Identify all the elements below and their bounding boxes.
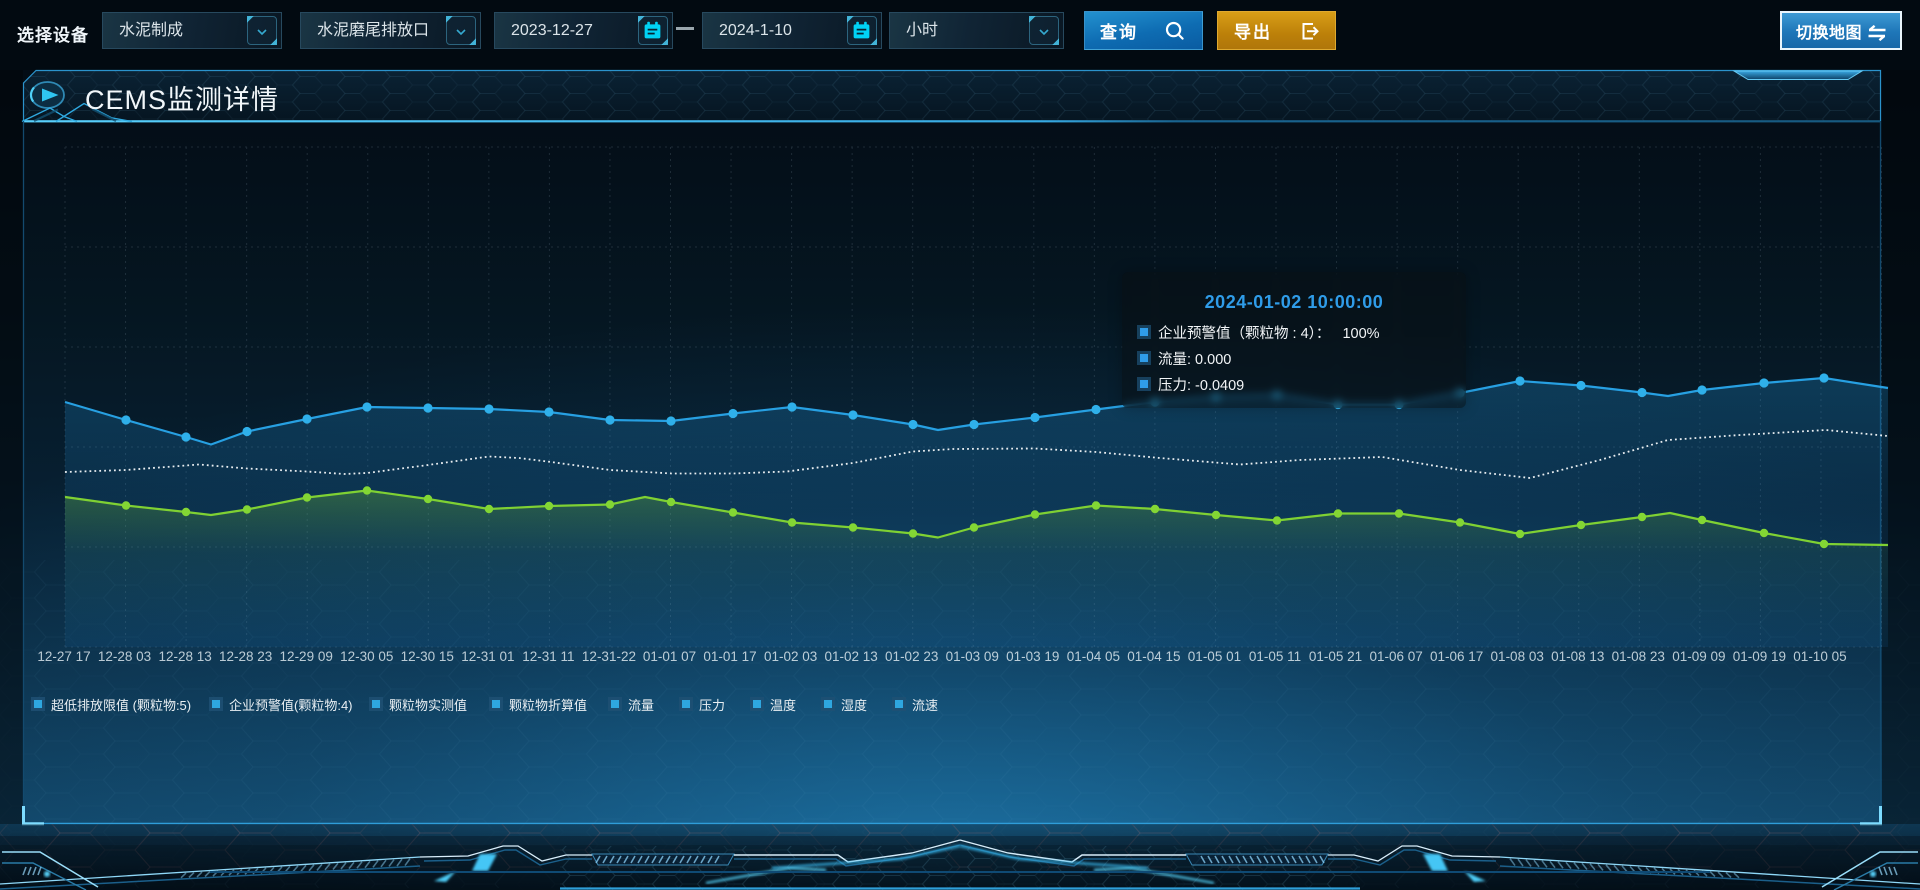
svg-text:01-02 23: 01-02 23 — [885, 649, 938, 664]
svg-text:12-30 05: 12-30 05 — [340, 649, 393, 664]
svg-text:01-05 11: 01-05 11 — [1249, 649, 1301, 664]
svg-text:01-08 13: 01-08 13 — [1551, 649, 1604, 664]
svg-text:01-06 17: 01-06 17 — [1430, 649, 1483, 664]
svg-text:01-09 19: 01-09 19 — [1733, 649, 1786, 664]
svg-text:01-02 13: 01-02 13 — [825, 649, 878, 664]
svg-text:12-28 23: 12-28 23 — [219, 649, 272, 664]
svg-text:12-31 11: 12-31 11 — [522, 649, 574, 664]
svg-text:01-05 01: 01-05 01 — [1188, 649, 1241, 664]
svg-text:01-10 05: 01-10 05 — [1793, 649, 1846, 664]
svg-text:12-29 09: 12-29 09 — [280, 649, 333, 664]
svg-text:01-04 05: 01-04 05 — [1067, 649, 1120, 664]
svg-text:01-05 21: 01-05 21 — [1309, 649, 1362, 664]
svg-text:12-28 03: 12-28 03 — [98, 649, 151, 664]
svg-text:01-03 09: 01-03 09 — [946, 649, 999, 664]
svg-text:01-02 03: 01-02 03 — [764, 649, 817, 664]
svg-text:01-03 19: 01-03 19 — [1006, 649, 1059, 664]
svg-text:12-27 17: 12-27 17 — [37, 649, 90, 664]
svg-text:12-31 01: 12-31 01 — [461, 649, 514, 664]
svg-text:12-28 13: 12-28 13 — [158, 649, 211, 664]
svg-text:12-30 15: 12-30 15 — [401, 649, 454, 664]
svg-text:12-31-22: 12-31-22 — [582, 649, 636, 664]
svg-text:01-08 03: 01-08 03 — [1491, 649, 1544, 664]
svg-text:01-01 07: 01-01 07 — [643, 649, 696, 664]
svg-text:01-04 15: 01-04 15 — [1127, 649, 1180, 664]
svg-text:01-01 17: 01-01 17 — [703, 649, 756, 664]
svg-text:01-08 23: 01-08 23 — [1612, 649, 1665, 664]
svg-text:01-09 09: 01-09 09 — [1672, 649, 1725, 664]
svg-text:01-06 07: 01-06 07 — [1369, 649, 1422, 664]
